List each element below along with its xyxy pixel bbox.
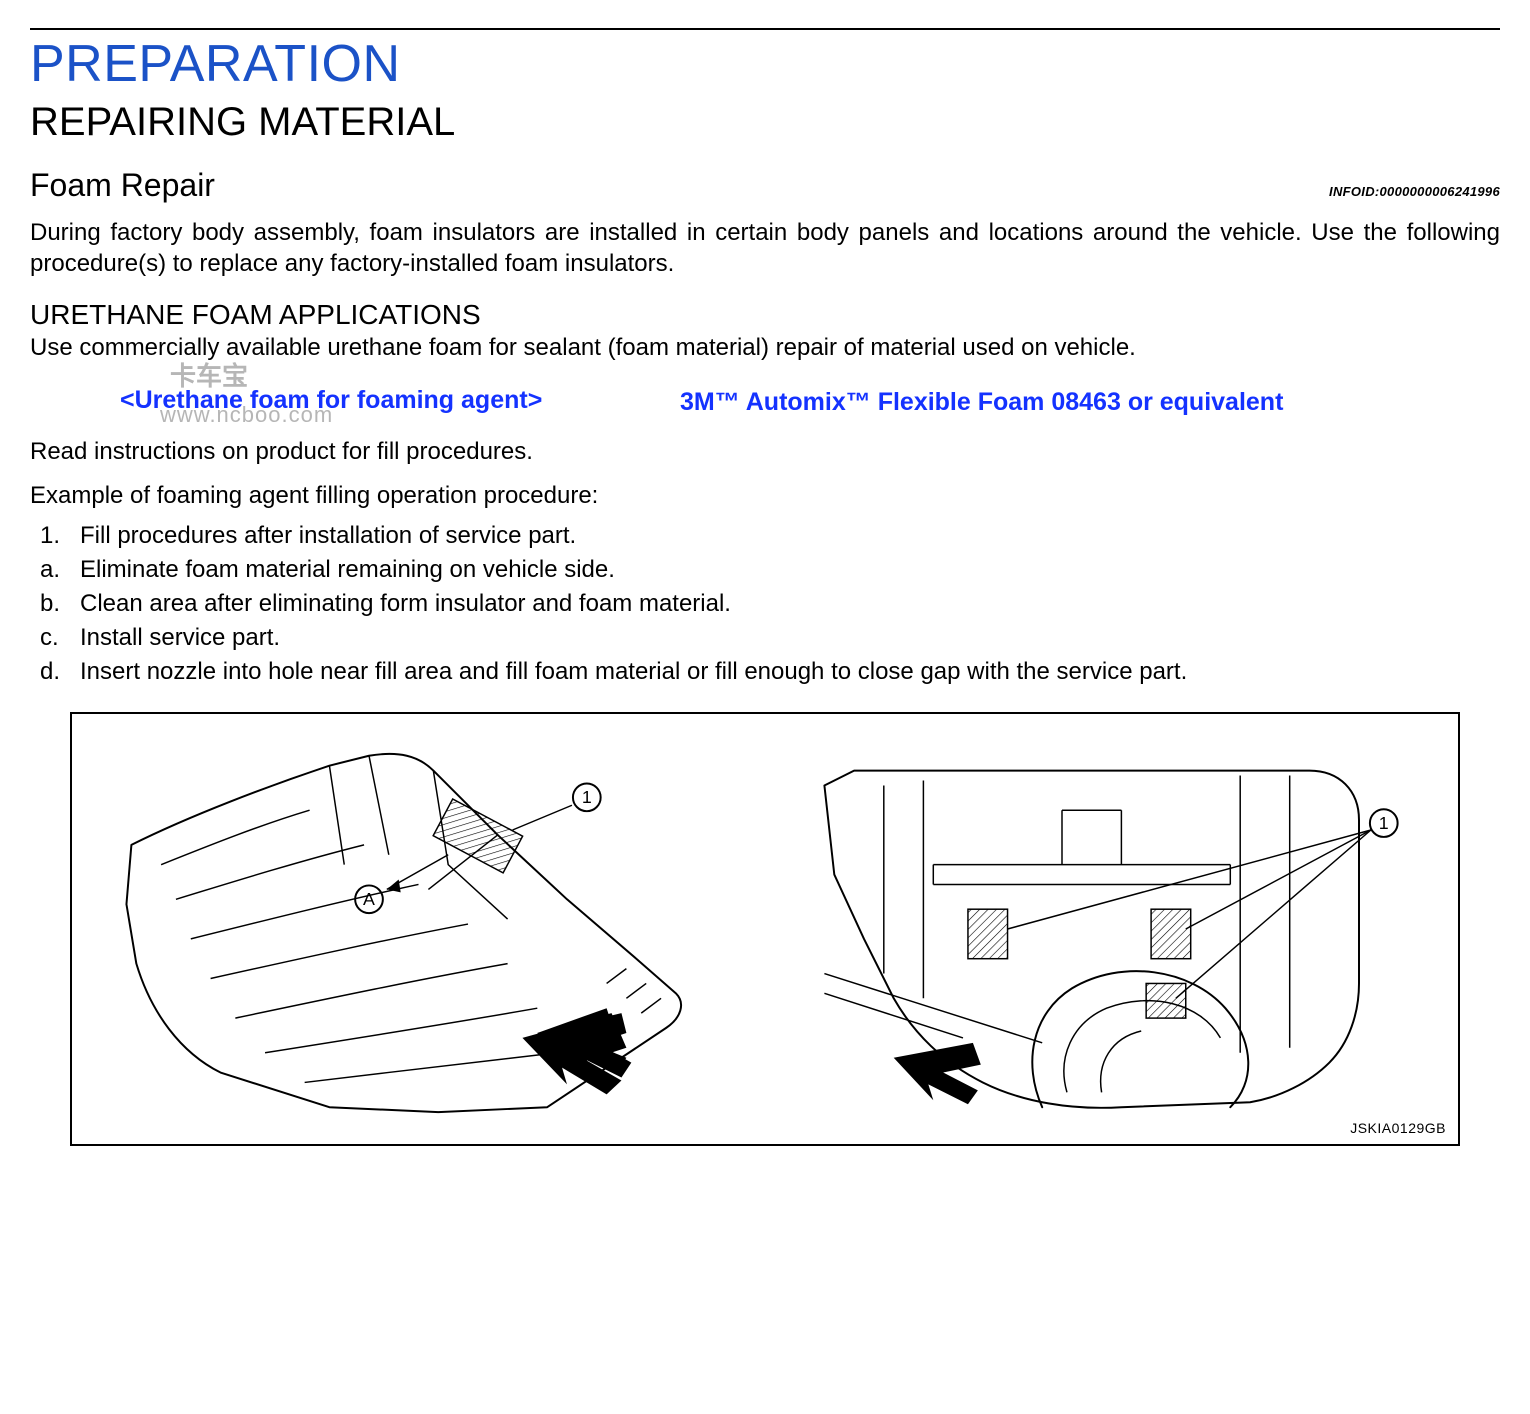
- page: PREPARATION REPAIRING MATERIAL Foam Repa…: [0, 28, 1530, 1186]
- figure-left-callout-1: 1: [582, 787, 592, 807]
- list-text: Eliminate foam material remaining on veh…: [80, 556, 615, 583]
- heading-foam-repair: Foam Repair: [30, 167, 215, 204]
- list-label: c.: [40, 624, 80, 652]
- list-text: Install service part.: [80, 624, 280, 651]
- list-item: b.Clean area after eliminating form insu…: [40, 590, 1500, 618]
- infoid: INFOID:0000000006241996: [1329, 184, 1500, 199]
- list-label: d.: [40, 658, 80, 686]
- top-rule: [30, 28, 1500, 30]
- list-label: a.: [40, 556, 80, 584]
- list-item: c.Install service part.: [40, 624, 1500, 652]
- figure-code: JSKIA0129GB: [1350, 1120, 1446, 1136]
- list-text: Fill procedures after installation of se…: [80, 522, 576, 549]
- blue-right: 3M™ Automix™ Flexible Foam 08463 or equi…: [680, 386, 1380, 419]
- foam-repair-row: Foam Repair INFOID:0000000006241996: [30, 167, 1500, 204]
- figure-left-callout-A: A: [363, 889, 375, 909]
- list-item: a.Eliminate foam material remaining on v…: [40, 556, 1500, 584]
- heading-urethane: URETHANE FOAM APPLICATIONS: [30, 299, 1500, 331]
- list-text: Clean area after eliminating form insula…: [80, 590, 731, 617]
- intro-paragraph: During factory body assembly, foam insul…: [30, 218, 1500, 279]
- heading-preparation: PREPARATION: [30, 34, 1500, 94]
- list-label: b.: [40, 590, 80, 618]
- figure-right-callout-1: 1: [1379, 813, 1389, 833]
- list-text: Insert nozzle into hole near fill area a…: [80, 658, 1187, 685]
- figure-box: 1 A: [70, 712, 1460, 1146]
- list-item: 1.Fill procedures after installation of …: [40, 522, 1500, 550]
- blue-callout-row: <Urethane foam for foaming agent> 3M™ Au…: [30, 386, 1500, 419]
- list-label: 1.: [40, 522, 80, 550]
- blue-left: <Urethane foam for foaming agent>: [120, 386, 680, 419]
- heading-repairing-material: REPAIRING MATERIAL: [30, 100, 1500, 145]
- read-instructions: Read instructions on product for fill pr…: [30, 437, 1500, 468]
- urethane-text: Use commercially available urethane foam…: [30, 333, 1500, 364]
- example-intro: Example of foaming agent filling operati…: [30, 481, 1500, 512]
- figure-svg: 1 A: [72, 714, 1458, 1144]
- list-item: d.Insert nozzle into hole near fill area…: [40, 658, 1500, 686]
